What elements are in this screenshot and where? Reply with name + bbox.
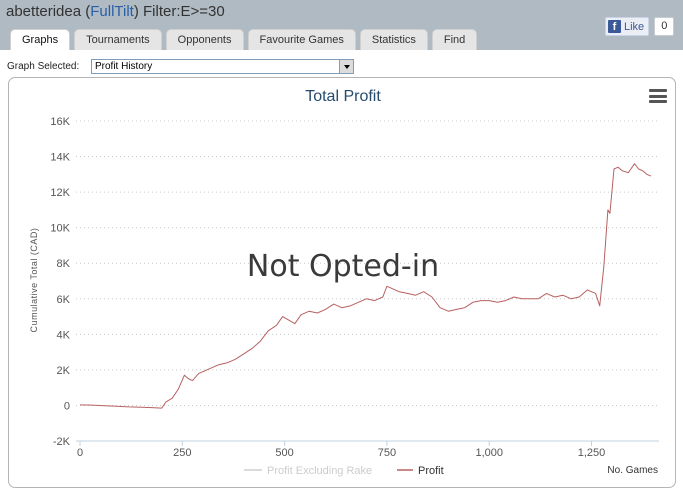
y-tick-label: 6K (57, 294, 71, 306)
x-tick-label: 750 (378, 447, 396, 459)
y-axis-label: Cumulative Total (CAD) (29, 228, 39, 333)
y-tick-label: 4K (57, 329, 71, 341)
watermark-text: Not Opted-in (247, 249, 439, 284)
y-axis-ticks: -2K 0 2K 4K 6K 8K 10K 12K 14K 16K (50, 116, 70, 448)
chart-title: Total Profit (305, 88, 381, 105)
y-tick-label: 0 (64, 400, 70, 412)
x-tick-label: 0 (77, 447, 83, 459)
facebook-like-button[interactable]: f Like (605, 17, 650, 36)
x-axis-label: No. Games (607, 465, 658, 476)
y-tick-label: 2K (57, 365, 71, 377)
y-tick-label: 12K (50, 187, 70, 199)
page-title: abetteridea (FullTilt) Filter:E>=30 (6, 3, 225, 20)
series-line-profit[interactable] (79, 163, 652, 409)
y-tick-label: 14K (50, 152, 70, 164)
facebook-like-widget: f Like 0 (605, 17, 675, 36)
like-count: 0 (654, 17, 675, 36)
site-link[interactable]: FullTilt (90, 3, 134, 20)
x-axis-ticks: 0 250 500 750 1,000 1,250 (77, 441, 605, 459)
series-layer (79, 163, 652, 409)
y-tick-label: 8K (57, 258, 71, 270)
chevron-down-icon[interactable] (339, 60, 353, 73)
chart-legend: Profit Excluding Rake Profit (244, 465, 444, 477)
tab-graphs[interactable]: Graphs (10, 29, 71, 50)
y-tick-label: 16K (50, 116, 70, 128)
close-paren: ) (133, 3, 139, 20)
x-tick-label: 500 (275, 447, 293, 459)
filter-label: Filter:E>=30 (138, 3, 225, 20)
y-tick-label: 10K (50, 223, 70, 235)
hamburger-menu-icon[interactable] (649, 89, 667, 103)
facebook-icon: f (608, 20, 621, 33)
user-name: abetteridea (6, 3, 82, 20)
legend-item-profit-excluding-rake[interactable]: Profit Excluding Rake (267, 465, 372, 477)
tab-opponents[interactable]: Opponents (165, 29, 244, 50)
tab-statistics[interactable]: Statistics (359, 29, 428, 50)
open-paren: ( (81, 3, 91, 20)
chart-container (8, 77, 676, 488)
y-tick-label: -2K (53, 436, 71, 448)
graphs-panel: Graph Selected: Profit History (0, 50, 683, 498)
legend-item-profit[interactable]: Profit (418, 465, 444, 477)
graph-select-value: Profit History (95, 61, 153, 72)
graph-select-label: Graph Selected: (7, 61, 80, 72)
x-tick-label: 250 (173, 447, 191, 459)
tab-find[interactable]: Find (431, 29, 478, 50)
graph-select-dropdown[interactable]: Profit History (91, 59, 354, 74)
tab-tournaments[interactable]: Tournaments (74, 29, 162, 50)
tab-favourite-games[interactable]: Favourite Games (247, 29, 356, 50)
x-tick-label: 1,000 (475, 447, 503, 459)
tab-bar: Graphs Tournaments Opponents Favourite G… (10, 29, 478, 50)
like-label: Like (624, 20, 645, 33)
x-tick-label: 1,250 (578, 447, 606, 459)
